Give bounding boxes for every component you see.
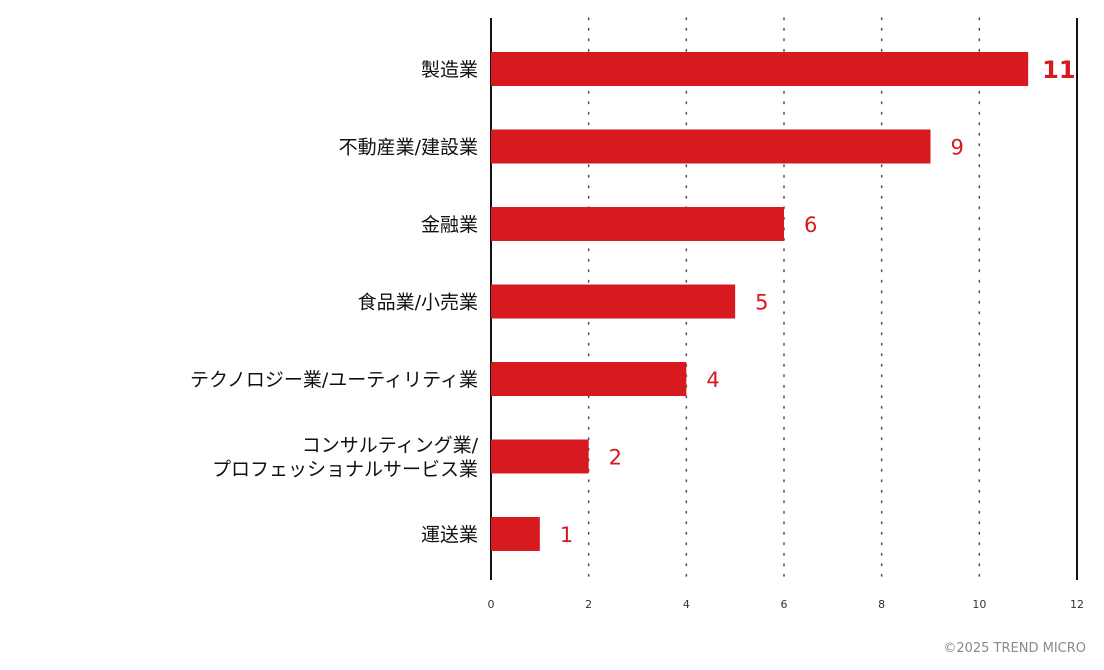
- x-tick-label: 2: [585, 598, 592, 611]
- bar-0: [491, 52, 1029, 86]
- value-label: 1: [560, 523, 573, 547]
- value-label: 5: [755, 291, 768, 315]
- bar-5: [491, 439, 589, 474]
- bar-4: [491, 362, 687, 396]
- value-label: 4: [706, 368, 719, 392]
- x-tick-label: 4: [683, 598, 690, 611]
- bar-3: [491, 284, 736, 319]
- x-tick-label: 10: [972, 598, 986, 611]
- category-label: プロフェッショナルサービス業: [212, 459, 478, 481]
- category-label: コンサルティング業/: [302, 435, 479, 457]
- x-tick-label: 0: [488, 598, 495, 611]
- category-label: 食品業/小売業: [358, 292, 478, 314]
- x-tick-label: 8: [878, 598, 885, 611]
- value-label: 2: [609, 446, 622, 470]
- bar-6: [491, 517, 540, 551]
- x-tick-label: 12: [1070, 598, 1084, 611]
- category-label: 不動産業/建設業: [339, 137, 478, 159]
- value-label: 11: [1042, 56, 1075, 84]
- value-label: 6: [804, 213, 817, 237]
- bar-1: [491, 129, 931, 164]
- category-label: 製造業: [421, 59, 478, 81]
- category-label: 金融業: [421, 214, 478, 236]
- value-label: 9: [951, 136, 964, 160]
- category-label: 運送業: [421, 524, 478, 546]
- category-label: テクノロジー業/ユーティリティ業: [190, 369, 478, 391]
- bar-2: [491, 207, 784, 241]
- x-tick-label: 6: [781, 598, 788, 611]
- copyright-text: ©2025 TREND MICRO: [943, 641, 1086, 656]
